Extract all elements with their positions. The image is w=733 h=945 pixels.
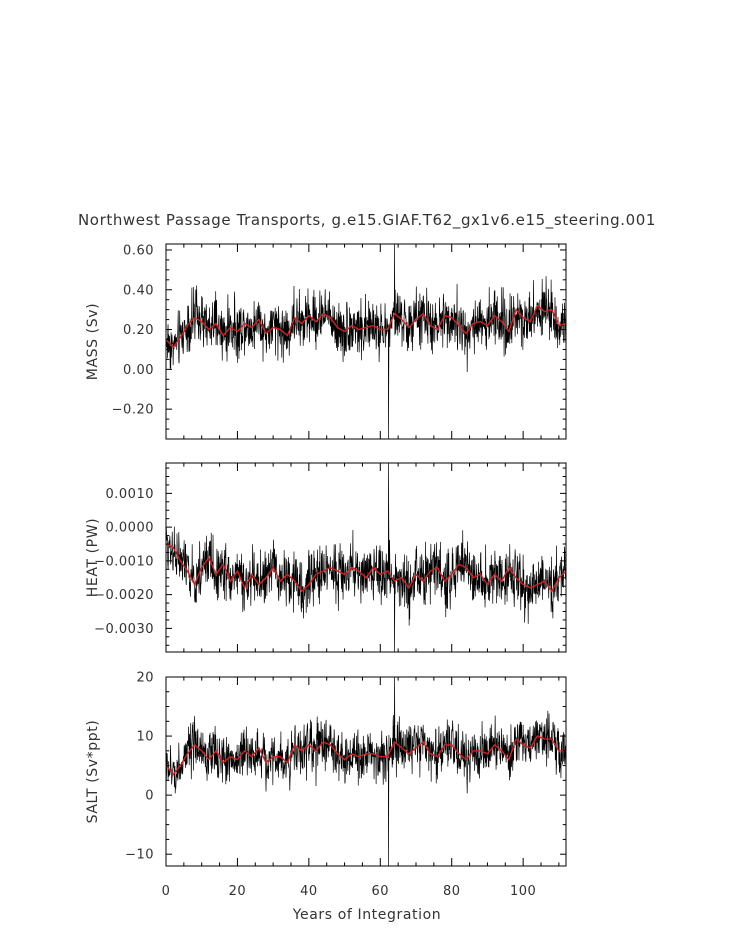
- y-tick-label: 0.20: [123, 323, 154, 338]
- y-tick-label: 20: [136, 671, 154, 686]
- panel-2: 0.0010 0.0000 −0.0010 −0.0020 −0.0030 HEAT (P…: [85, 462, 567, 653]
- y-axis-label: HEAT (PW): [85, 518, 101, 597]
- y-tick-label: −0.0020: [94, 588, 154, 603]
- panel-3: 20 10 0 −10 SALT (Sv*ppt): [85, 671, 567, 867]
- x-tick-label: 20: [229, 884, 247, 899]
- monthly-series-line: [166, 463, 566, 652]
- monthly-series-line: [166, 244, 566, 439]
- plot-frame: [165, 676, 567, 867]
- y-tick-label: 0.00: [123, 363, 154, 378]
- y-tick-label: 0.40: [123, 283, 154, 298]
- y-tick-label: 0.60: [123, 243, 154, 258]
- plot-frame: [165, 462, 567, 653]
- y-axis-label: SALT (Sv*ppt): [85, 720, 101, 824]
- y-axis-label: MASS (Sv): [85, 303, 101, 380]
- x-tick-label: 100: [510, 884, 536, 899]
- y-tick-label: −0.20: [112, 403, 154, 418]
- y-tick-label: −10: [125, 848, 154, 863]
- y-tick-label: 0.0000: [106, 521, 155, 536]
- y-tick-label: 10: [136, 730, 154, 745]
- smoothed-series-line: [166, 304, 566, 349]
- y-tick-label: −0.0010: [94, 554, 154, 569]
- y-tick-label: −0.0030: [94, 622, 154, 637]
- chart-title: Northwest Passage Transports, g.e15.GIAF…: [78, 211, 656, 230]
- plot-frame: [165, 243, 567, 440]
- monthly-series-line: [166, 677, 566, 866]
- x-tick-label: 60: [372, 884, 390, 899]
- x-tick-label: 80: [443, 884, 461, 899]
- y-tick-label: 0: [145, 789, 154, 804]
- smoothed-series-line: [166, 735, 566, 776]
- y-tick-label: 0.0010: [106, 487, 155, 502]
- x-axis-label: Years of Integration: [292, 907, 441, 923]
- smoothed-series-line: [166, 543, 566, 593]
- panel-1: 0.60 0.40 0.20 0.00 −0.20 MASS (Sv): [85, 243, 567, 440]
- x-tick-label: 40: [300, 884, 318, 899]
- x-tick-label: 0: [162, 884, 171, 899]
